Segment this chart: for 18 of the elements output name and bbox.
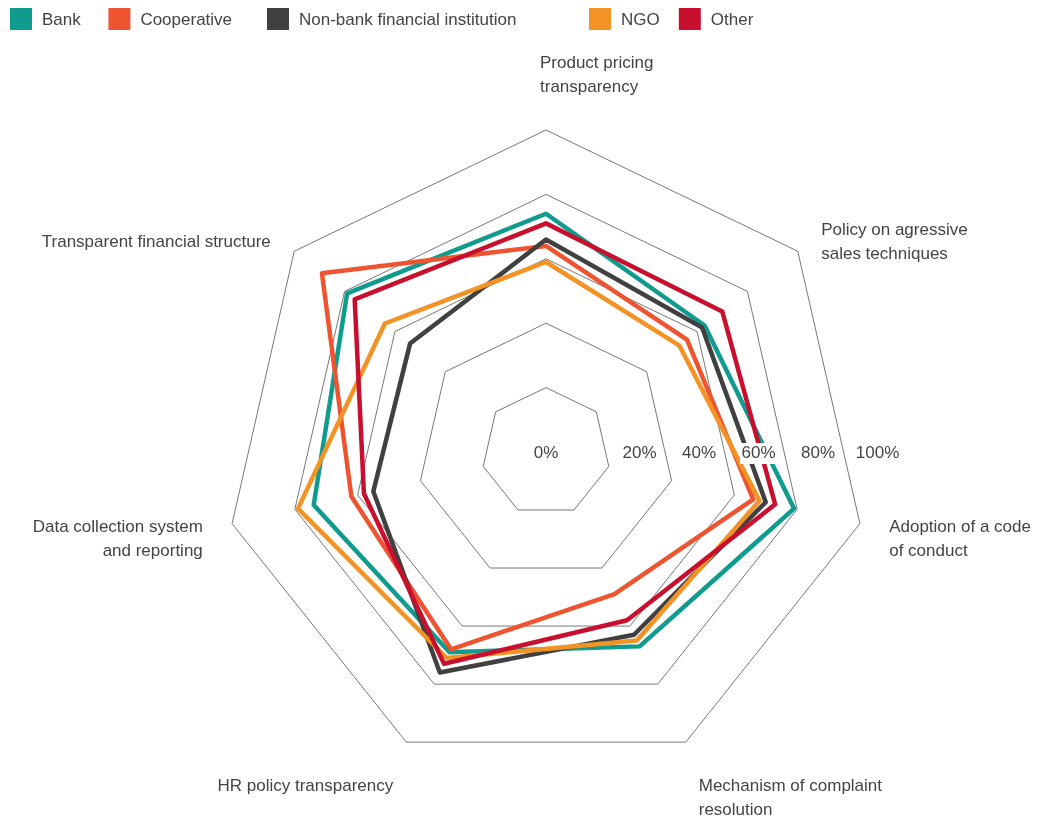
y-tick-label: 40% xyxy=(682,443,717,462)
spoke-label: Transparent financial structure xyxy=(41,231,271,251)
spoke-label: Mechanism of complaint resolution xyxy=(698,776,883,820)
y-tick-label: 100% xyxy=(855,443,900,462)
spoke-label: HR policy transparency xyxy=(217,776,394,796)
legend-label: Bank xyxy=(42,10,82,29)
spoke-label: Adoption of a code of conduct xyxy=(889,517,1031,561)
y-tick-label: 0% xyxy=(533,443,559,462)
y-tick-label: 20% xyxy=(622,443,657,462)
spoke-label: Data collection system and reporting xyxy=(32,517,203,561)
legend-label: Cooperative xyxy=(140,10,233,29)
legend-label: Other xyxy=(710,10,754,29)
y-tick-label: 60% xyxy=(741,443,776,462)
spoke-label: Product pricing transparency xyxy=(540,53,654,96)
y-tick-label: 80% xyxy=(801,443,836,462)
legend-label: NGO xyxy=(621,10,660,29)
legend-label: Non-bank financial institution xyxy=(299,10,517,29)
spoke-label: Policy on agressive sales techniques xyxy=(821,219,968,263)
